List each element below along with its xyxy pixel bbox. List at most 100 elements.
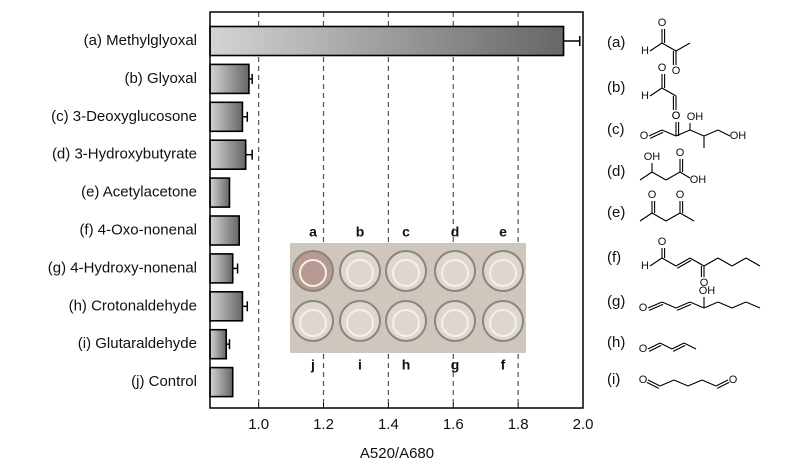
- bond: [703, 257, 719, 267]
- bond: [661, 87, 677, 97]
- well-inner: [489, 309, 517, 337]
- atom-label: O: [676, 189, 685, 201]
- error-bar: [242, 301, 249, 312]
- category-label: (b) Glyoxal: [124, 70, 197, 87]
- bond-double: [677, 259, 692, 269]
- well-label: f: [501, 357, 506, 373]
- structure-label: (f): [607, 249, 621, 266]
- bond: [671, 342, 685, 350]
- bond: [689, 129, 705, 137]
- well-label: g: [451, 357, 460, 373]
- category-label: (a) Methylglyoxal: [84, 32, 197, 49]
- well-inner: [392, 309, 420, 337]
- error-bar: [248, 73, 253, 84]
- bond: [647, 342, 661, 350]
- bond: [675, 257, 691, 267]
- bond-double: [646, 381, 660, 389]
- bond: [639, 212, 653, 222]
- bond: [647, 379, 661, 387]
- bond-double: [716, 381, 730, 389]
- structure-label: (e): [607, 204, 625, 221]
- well-label: e: [499, 224, 507, 240]
- atom-label: OH: [687, 111, 704, 123]
- atom-label: O: [700, 277, 709, 289]
- bond: [649, 42, 663, 52]
- bond: [675, 301, 691, 309]
- bond: [661, 301, 677, 309]
- bond: [683, 342, 697, 350]
- x-tick-label: 1.4: [378, 416, 399, 433]
- bar: [209, 63, 250, 95]
- well-label: a: [309, 224, 317, 240]
- structure-label: (a): [607, 34, 625, 51]
- x-tick-label: 1.6: [443, 416, 464, 433]
- bond-double: [649, 131, 664, 139]
- bond: [665, 212, 681, 222]
- bond-double: [648, 344, 662, 352]
- bar: [209, 177, 231, 208]
- well-inner: [441, 259, 469, 287]
- bond: [649, 257, 663, 267]
- bond: [745, 301, 761, 309]
- bond: [651, 212, 667, 222]
- structure: (c) O O OH OH: [607, 110, 746, 148]
- error-bar: [563, 36, 581, 46]
- well-label: c: [402, 224, 410, 240]
- atom-label: H: [641, 90, 649, 102]
- atom-label: O: [672, 110, 681, 122]
- bond-double: [648, 303, 664, 311]
- atom-label: O: [648, 189, 657, 201]
- atom-label: O: [658, 17, 667, 29]
- structure: (i) O O: [607, 371, 738, 389]
- bond: [659, 342, 673, 350]
- atom-label: O: [729, 374, 738, 386]
- bar: [209, 215, 240, 246]
- error-bar: [232, 263, 239, 274]
- plot-frame: [209, 11, 584, 409]
- well-inner: [346, 259, 374, 287]
- bond: [679, 171, 691, 179]
- category-label: (g) 4-Hydroxy-nonenal: [48, 259, 197, 276]
- category-label: (c) 3-Deoxyglucosone: [51, 108, 197, 125]
- bond-double: [676, 303, 692, 311]
- bond: [665, 171, 681, 181]
- bond: [687, 379, 703, 387]
- atom-label: O: [676, 147, 685, 159]
- bond: [701, 379, 717, 387]
- x-tick-label: 1.0: [248, 416, 269, 433]
- atom-label: O: [639, 374, 648, 386]
- bond: [745, 257, 761, 267]
- structure: (b) HOO: [607, 62, 681, 122]
- bond-double: [672, 344, 686, 352]
- bond: [689, 257, 705, 267]
- bar: [209, 253, 234, 284]
- well-label: b: [356, 224, 365, 240]
- category-label: (f) 4-Oxo-nonenal: [79, 221, 197, 238]
- bond: [659, 379, 675, 387]
- bar: [209, 290, 244, 322]
- bond: [689, 301, 705, 309]
- structure-label: (g): [607, 293, 625, 310]
- atom-label: OH: [730, 130, 747, 142]
- atom-label: OH: [644, 151, 661, 163]
- bond: [731, 257, 747, 267]
- atom-label: O: [658, 62, 667, 74]
- error-bar: [242, 111, 249, 122]
- structure-label: (h): [607, 334, 625, 351]
- bond: [639, 171, 653, 181]
- bond: [675, 42, 691, 52]
- atom-label: O: [639, 343, 648, 355]
- bond: [651, 171, 667, 181]
- atom-label: H: [641, 45, 649, 57]
- well-inner: [299, 309, 327, 337]
- atom-label: H: [641, 260, 649, 272]
- structure: (h) O: [607, 334, 697, 355]
- inset-photo: [290, 243, 526, 353]
- atom-label: O: [639, 302, 648, 314]
- bond: [673, 379, 689, 387]
- bond: [715, 379, 729, 387]
- structure-label: (i): [607, 371, 620, 388]
- structure-label: (c): [607, 121, 625, 138]
- bond: [717, 257, 733, 267]
- bar: [209, 101, 244, 133]
